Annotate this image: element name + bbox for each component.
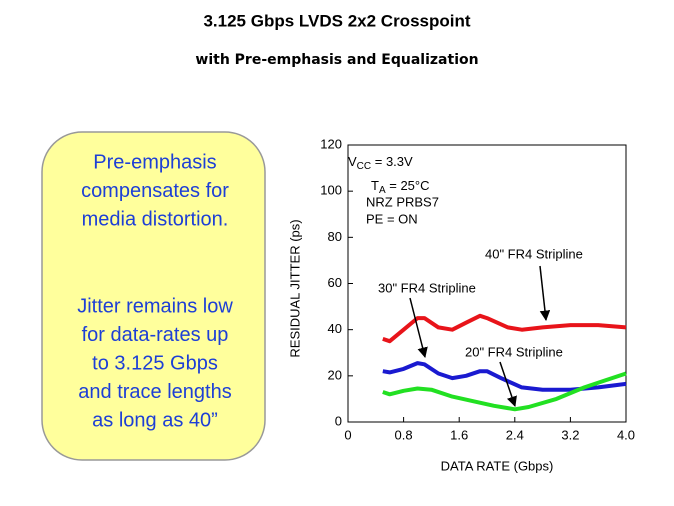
series-label: 30" FR4 Stripline — [378, 280, 476, 295]
x-tick-label: 0 — [344, 427, 351, 442]
x-tick-label: 2.4 — [506, 427, 524, 442]
series-label: 40" FR4 Stripline — [485, 246, 583, 261]
callout-line: for data-rates up — [82, 324, 229, 346]
callout-text: Pre-emphasis compensates for media distort… — [77, 151, 233, 431]
condition: NRZ PRBS7 — [366, 194, 439, 209]
condition: VCC = 3.3V — [348, 154, 413, 171]
callout-line: as long as 40” — [92, 409, 218, 431]
y-tick-label: 100 — [320, 183, 342, 198]
slide-title: 3.125 Gbps LVDS 2x2 Crosspoint — [203, 11, 470, 30]
callout-line: Pre-emphasis — [93, 151, 216, 173]
series-label: 20" FR4 Stripline — [465, 344, 563, 359]
y-tick-label: 20 — [328, 367, 342, 382]
arrow — [499, 361, 517, 407]
arrow — [539, 265, 551, 322]
series-line — [382, 361, 627, 392]
callout-line: media distortion. — [82, 208, 229, 230]
y-tick-label: 120 — [320, 136, 342, 151]
arrow — [409, 297, 428, 359]
y-tick-label: 40 — [328, 321, 342, 336]
x-axis-label: DATA RATE (Gbps) — [441, 458, 554, 473]
condition: TA = 25°C — [371, 178, 430, 195]
callout-line: compensates for — [81, 180, 229, 202]
callout-line: Jitter remains low — [77, 295, 233, 317]
slide-subtitle: with Pre-emphasis and Equalization — [195, 52, 478, 68]
x-tick-label: 3.2 — [561, 427, 579, 442]
condition: PE = ON — [366, 211, 418, 226]
x-tick-label: 0.8 — [395, 427, 413, 442]
y-tick-label: 60 — [328, 275, 342, 290]
y-tick-label: 80 — [328, 229, 342, 244]
series-line — [382, 371, 627, 412]
x-tick-label: 1.6 — [450, 427, 468, 442]
callout-box — [41, 131, 266, 461]
callout-line: and trace lengths — [78, 381, 231, 403]
y-axis-label: RESIDUAL JITTER (ps) — [287, 219, 302, 357]
chart: 0 20 40 60 80 100 120 0 0.8 1.6 2.4 3.2 4.0 DATA RATE… — [287, 136, 635, 473]
x-tick-label: 4.0 — [617, 427, 635, 442]
callout-line: to 3.125 Gbps — [92, 352, 218, 374]
y-tick-label: 0 — [335, 413, 342, 428]
series-line — [382, 313, 627, 344]
